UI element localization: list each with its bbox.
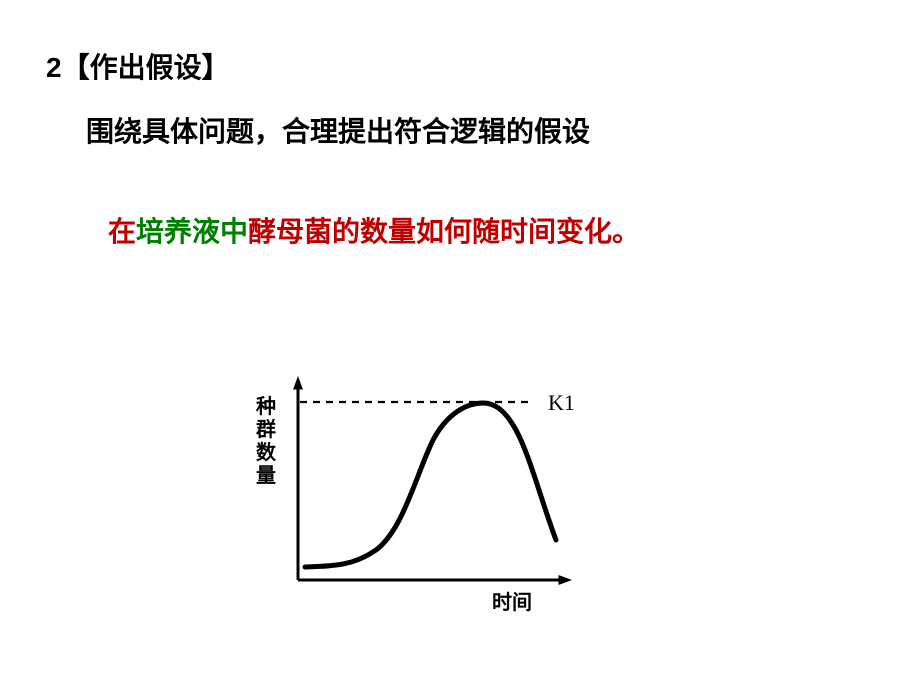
population-chart: 种群数量 时间 K1 xyxy=(258,370,588,605)
section-heading: 2【作出假设】 xyxy=(46,46,230,86)
section-subheading: 围绕具体问题，合理提出符合逻辑的假设 xyxy=(86,110,590,150)
y-axis-label: 种群数量 xyxy=(256,396,276,488)
x-axis-label: 时间 xyxy=(492,586,532,615)
k1-label: K1 xyxy=(548,390,575,416)
question-text: 在培养液中酵母菌的数量如何随时间变化。 xyxy=(108,210,640,250)
chart-svg xyxy=(258,370,588,605)
